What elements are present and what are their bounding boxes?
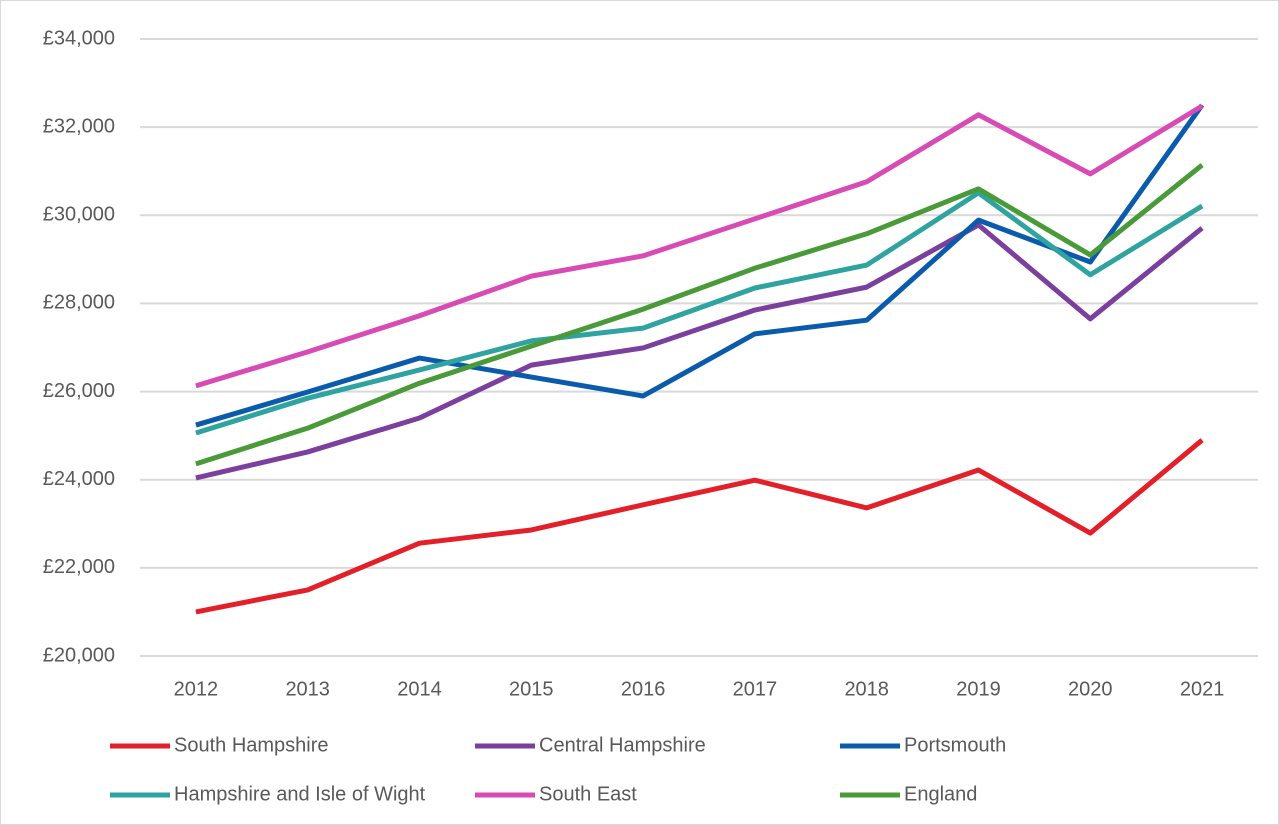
legend-label: Portsmouth [904,734,1006,756]
legend-label: Central Hampshire [539,734,706,756]
x-tick-label: 2012 [174,678,219,700]
x-tick-label: 2020 [1068,678,1113,700]
y-tick-label: £28,000 [43,292,115,314]
x-tick-label: 2013 [285,678,330,700]
x-tick-label: 2014 [397,678,442,700]
series-line [195,438,1204,615]
y-tick-label: £30,000 [43,204,115,226]
legend-label: Hampshire and Isle of Wight [174,783,426,805]
y-tick-label: £26,000 [43,380,115,402]
x-tick-label: 2016 [621,678,666,700]
x-tick-label: 2015 [509,678,554,700]
series-line [195,190,1204,436]
series-line [195,222,1204,481]
x-tick-label: 2018 [844,678,889,700]
y-tick-label: £32,000 [43,115,115,137]
legend-label: England [904,783,977,805]
y-tick-label: £24,000 [43,468,115,490]
series-line [195,103,1205,428]
x-tick-label: 2019 [956,678,1001,700]
series-line [195,163,1204,467]
series-line [195,103,1204,389]
x-tick-label: 2017 [733,678,778,700]
y-tick-label: £20,000 [43,644,115,666]
legend-label: South East [539,783,637,805]
legend-label: South Hampshire [174,734,329,756]
x-tick-label: 2021 [1180,678,1225,700]
y-tick-label: £34,000 [43,27,115,49]
y-tick-label: £22,000 [43,556,115,578]
